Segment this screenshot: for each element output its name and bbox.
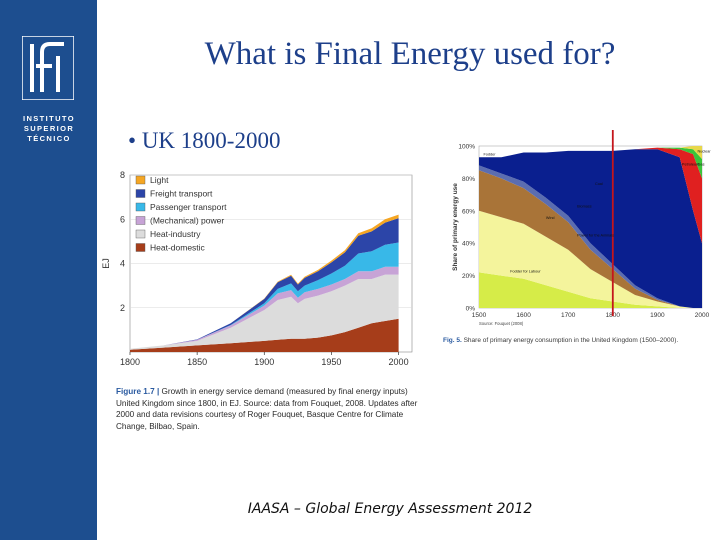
left-xtick-label: 1800	[120, 357, 140, 367]
left-legend-swatch	[135, 216, 146, 225]
left-xtick-label: 1950	[321, 357, 341, 367]
left-legend-swatch	[135, 189, 146, 198]
left-xtick-label: 1900	[254, 357, 274, 367]
left-ytick-label: 6	[120, 214, 125, 224]
logo-text-line-1: INSTITUTO	[22, 114, 76, 123]
right-area-tag: Coal	[595, 182, 603, 186]
right-area-tag: Nuclear	[698, 149, 712, 153]
left-legend-swatch	[135, 202, 146, 212]
left-legend-label: Light	[150, 175, 169, 185]
right-area-petroleum	[479, 147, 702, 244]
right-area-power-for-the-animals	[479, 210, 702, 308]
sidebar: INSTITUTO SUPERIOR TÉCNICO	[0, 0, 97, 540]
left-legend-label: Heat-industry	[150, 229, 201, 239]
left-legend-label: Heat-domestic	[150, 243, 206, 253]
right-chart-svg: 0%20%40%60%80%100%1500160017001800190020…	[452, 120, 712, 326]
bullet-item: • UK 1800-2000	[128, 128, 281, 153]
right-area-tag: Biomass	[577, 205, 592, 209]
right-xtick-label: 1500	[472, 312, 487, 319]
left-xtick-label: 2000	[389, 357, 409, 367]
right-area-tag: Wind	[546, 216, 555, 220]
left-ytick-label: 2	[120, 303, 125, 313]
right-xtick-label: 1600	[516, 312, 531, 319]
right-xtick-label: 1900	[650, 312, 665, 319]
left-ytick-label: 4	[120, 259, 125, 269]
right-area-tag: Gas	[698, 162, 705, 166]
right-source-text: Source: Fouquet (2008)	[479, 321, 524, 326]
footer-source: IAASA – Global Energy Assessment 2012	[247, 501, 533, 517]
ist-logo-mark	[22, 36, 74, 100]
logo-text-line-2: SUPERIOR	[23, 124, 75, 133]
uk-primary-share-chart: 0%20%40%60%80%100%1500160017001800190020…	[437, 120, 720, 350]
left-chart-svg: 2 4 6 8 1800 1850 1900 1950 2000 EJ Light Freight t…	[101, 170, 413, 367]
left-area--mechanical-power	[130, 266, 399, 349]
left-area-heat-domestic	[130, 318, 399, 352]
right-ytick-label: 40%	[462, 241, 475, 248]
right-ytick-label: 20%	[462, 273, 475, 280]
right-area-tag: Fodder for Labour	[510, 269, 541, 273]
bullet-text: UK 1800-2000	[141, 128, 281, 153]
right-caption-text: Share of primary energy consumption in t…	[463, 337, 679, 344]
left-xtick-label: 1850	[187, 357, 207, 367]
right-ytick-label: 60%	[462, 208, 475, 215]
left-legend-swatch	[135, 175, 146, 185]
uk-energy-service-chart: 2 4 6 8 1800 1850 1900 1950 2000 EJ Light Freight t…	[97, 160, 427, 452]
left-legend-label: Freight transport	[150, 189, 213, 199]
right-area-tag: Fodder	[483, 153, 496, 157]
right-area-coal	[479, 149, 702, 308]
left-chart-caption: Figure 1.7 | Growth in energy service de…	[116, 386, 424, 432]
left-legend-swatch	[135, 229, 146, 239]
left-legend-label: (Mechanical) power	[150, 216, 224, 226]
right-area-tag: Petroleum	[682, 162, 699, 166]
left-ytick-label: 8	[120, 170, 125, 180]
right-ytick-label: 0%	[466, 306, 476, 313]
right-chart-caption: Fig. 5. Share of primary energy consumpt…	[443, 337, 719, 344]
left-area-passenger-transport	[130, 242, 399, 349]
left-legend-swatch	[135, 243, 146, 252]
right-ytick-label: 80%	[462, 176, 475, 183]
right-area-biomass	[479, 170, 702, 308]
right-ytick-label: 100%	[458, 144, 475, 151]
left-y-axis-label: EJ	[101, 258, 111, 269]
logo-text-line-3: TÉCNICO	[27, 134, 71, 143]
right-xtick-label: 1700	[561, 312, 576, 319]
left-legend-label: Passenger transport	[150, 202, 227, 212]
right-y-axis-label: Share of primary energy use	[452, 183, 459, 271]
right-xtick-label: 2000	[695, 312, 710, 319]
slide-title: What is Final Energy used for?	[204, 36, 616, 72]
left-caption-label: Figure 1.7 |	[116, 387, 160, 396]
left-caption-text: Growth in energy service demand (measure…	[116, 387, 418, 431]
right-area-tag: Power for the Animals	[577, 234, 614, 238]
left-area-heat-industry	[130, 274, 399, 350]
right-caption-label: Fig. 5.	[443, 337, 462, 344]
right-area-fodder-for-labour	[479, 272, 702, 308]
